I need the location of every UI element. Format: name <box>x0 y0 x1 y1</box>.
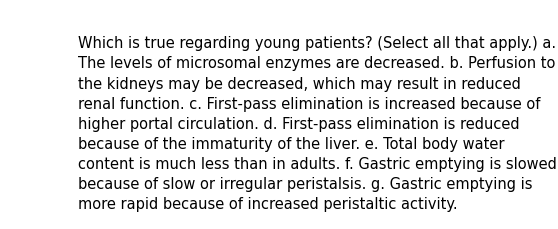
Text: Which is true regarding young patients? (Select all that apply.) a.
The levels o: Which is true regarding young patients? … <box>78 36 556 211</box>
